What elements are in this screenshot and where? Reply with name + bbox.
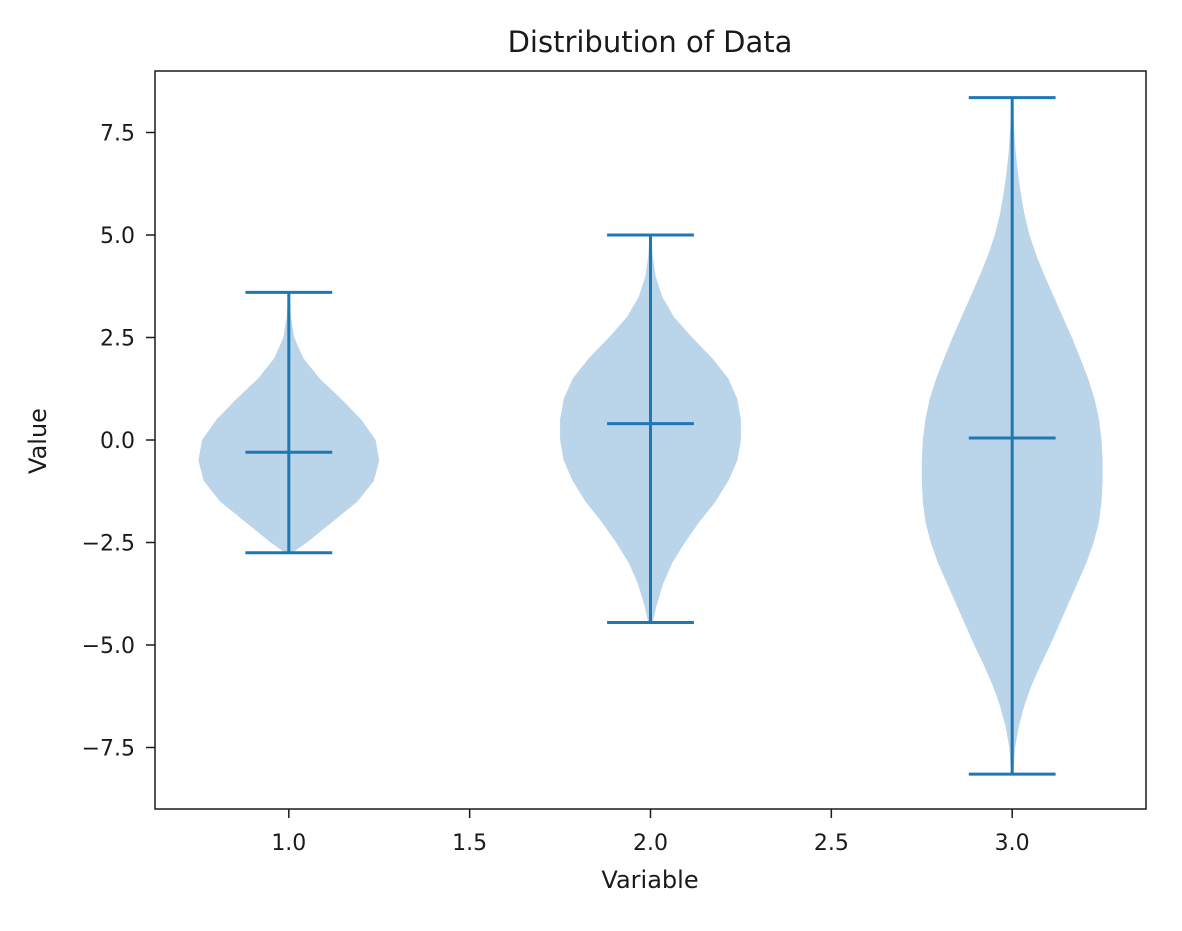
y-axis: −7.5 −5.0 −2.5 0.0 2.5 5.0 7.5 <box>82 122 155 762</box>
y-tick-label: −7.5 <box>82 737 135 762</box>
plot-area <box>198 96 1103 776</box>
x-axis: 1.0 1.5 2.0 2.5 3.0 <box>271 809 1030 856</box>
x-tick-label: 1.0 <box>271 831 306 856</box>
violin-2 <box>560 233 741 624</box>
x-axis-title: Variable <box>601 866 698 894</box>
y-axis-title: Value <box>24 408 52 474</box>
chart-title: Distribution of Data <box>508 25 793 59</box>
y-tick-label: 0.0 <box>100 429 135 454</box>
y-tick-label: 7.5 <box>100 122 135 147</box>
y-tick-label: 5.0 <box>100 224 135 249</box>
x-tick-label: 2.0 <box>633 831 668 856</box>
y-tick-label: −2.5 <box>82 532 135 557</box>
y-tick-label: −5.0 <box>82 634 135 659</box>
violin-3 <box>921 96 1103 776</box>
x-tick-label: 3.0 <box>995 831 1030 856</box>
x-tick-label: 1.5 <box>452 831 487 856</box>
violin-1 <box>198 290 380 555</box>
y-tick-label: 2.5 <box>100 327 135 352</box>
x-tick-label: 2.5 <box>814 831 849 856</box>
